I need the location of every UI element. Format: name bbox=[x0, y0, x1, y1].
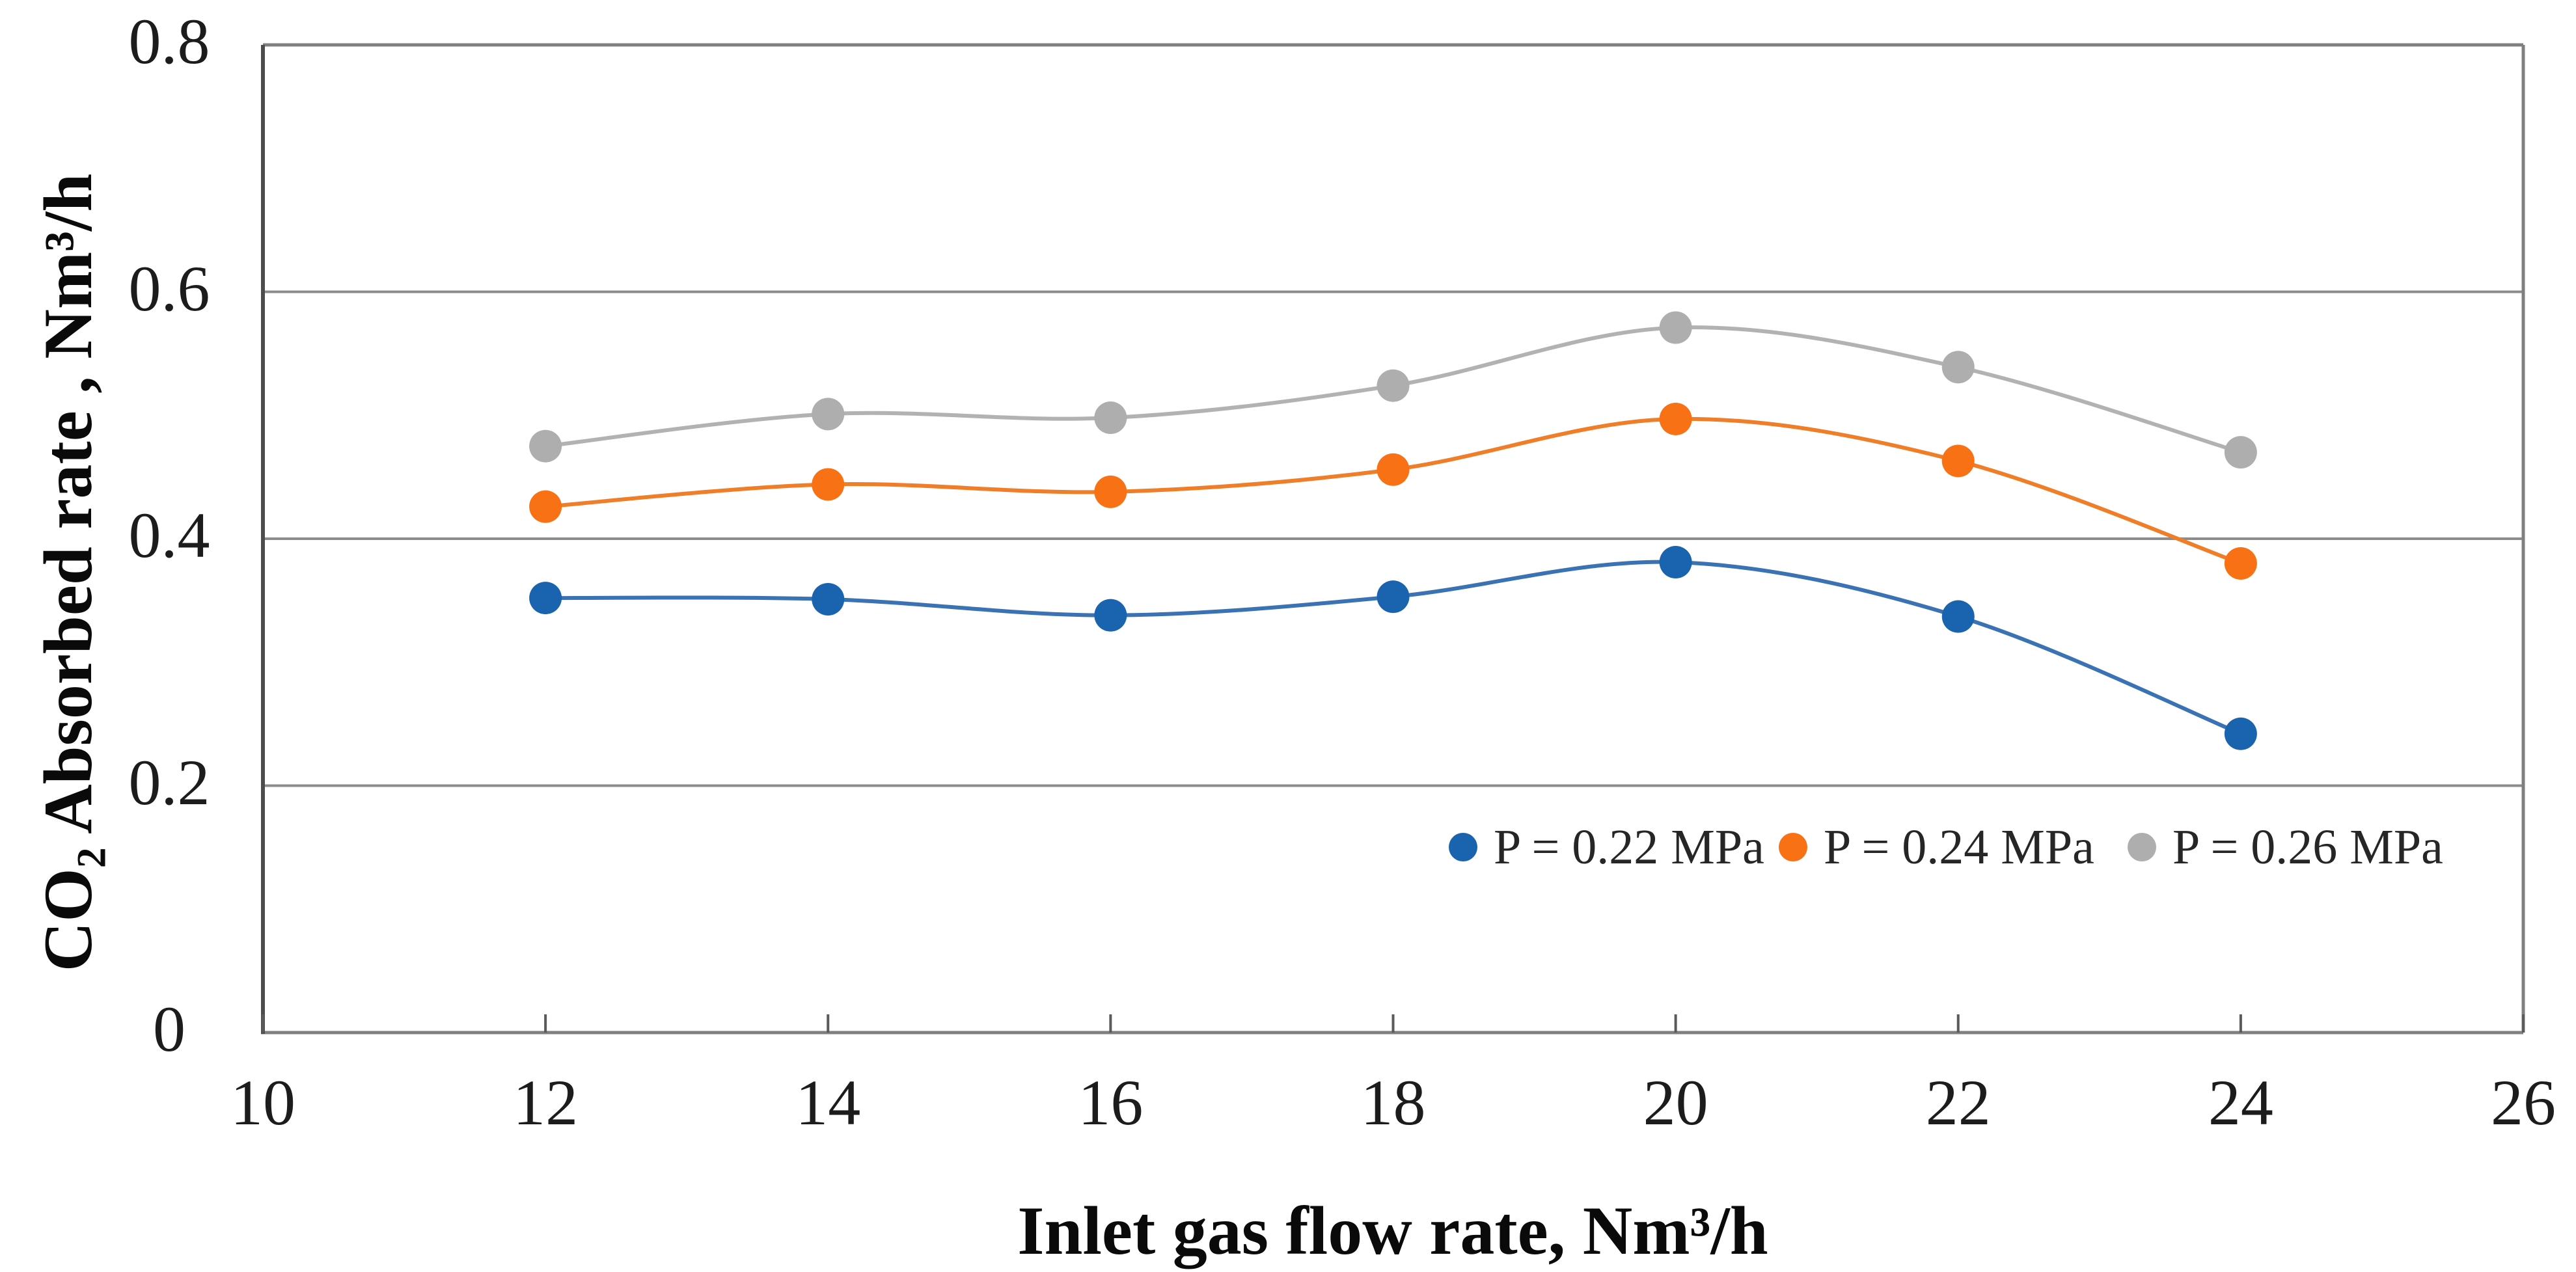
data-point-marker bbox=[1659, 546, 1692, 579]
data-point-marker bbox=[1659, 311, 1692, 344]
data-point-marker bbox=[812, 582, 845, 616]
legend-item: P = 0.26 MPa bbox=[2128, 817, 2443, 877]
x-tick-label: 12 bbox=[513, 1066, 579, 1139]
data-point-marker bbox=[529, 490, 562, 523]
data-point-marker bbox=[1941, 600, 1975, 633]
legend-label: P = 0.26 MPa bbox=[2172, 820, 2443, 874]
data-point-marker bbox=[1094, 599, 1127, 632]
y-tick-label: 0.8 bbox=[128, 5, 210, 77]
legend-label: P = 0.22 MPa bbox=[1494, 820, 1764, 874]
y-tick-label: 0.4 bbox=[128, 499, 210, 571]
legend-marker-icon bbox=[1779, 833, 1807, 861]
data-point-marker bbox=[812, 468, 845, 501]
data-point-marker bbox=[1377, 453, 1410, 486]
legend-item: P = 0.24 MPa bbox=[1779, 817, 2094, 877]
data-point-marker bbox=[1094, 401, 1127, 435]
y-tick-label: 0.6 bbox=[128, 252, 210, 325]
legend-marker-icon bbox=[2128, 833, 2156, 861]
x-tick-label: 26 bbox=[2491, 1066, 2556, 1139]
data-point-marker bbox=[2224, 436, 2257, 469]
x-tick-label: 20 bbox=[1643, 1066, 1708, 1139]
data-point-marker bbox=[1094, 475, 1127, 508]
data-point-marker bbox=[1377, 369, 1410, 402]
x-axis-title: Inlet gas flow rate, Nm³/h bbox=[1017, 1193, 1768, 1269]
legend-label: P = 0.24 MPa bbox=[1824, 820, 2094, 874]
data-point-marker bbox=[1941, 351, 1975, 384]
data-point-marker bbox=[1377, 580, 1410, 614]
y-tick-label: 0.2 bbox=[128, 746, 210, 819]
x-tick-label: 14 bbox=[795, 1066, 861, 1139]
data-point-marker bbox=[1659, 402, 1692, 435]
x-tick-label: 10 bbox=[230, 1066, 295, 1139]
series-line bbox=[543, 416, 2243, 565]
data-point-marker bbox=[529, 429, 562, 463]
x-tick-label: 16 bbox=[1078, 1066, 1144, 1139]
x-tick-label: 24 bbox=[2208, 1066, 2273, 1139]
data-point-marker bbox=[2224, 717, 2257, 750]
y-tick-label: 0 bbox=[153, 993, 185, 1065]
x-tick-label: 22 bbox=[1925, 1066, 1991, 1139]
legend-item: P = 0.22 MPa bbox=[1449, 817, 1764, 877]
legend-marker-icon bbox=[1449, 833, 1477, 861]
data-point-marker bbox=[812, 398, 845, 431]
data-point-marker bbox=[529, 582, 562, 615]
data-point-marker bbox=[2224, 547, 2257, 580]
data-point-marker bbox=[1941, 444, 1975, 478]
x-tick-label: 18 bbox=[1360, 1066, 1426, 1139]
